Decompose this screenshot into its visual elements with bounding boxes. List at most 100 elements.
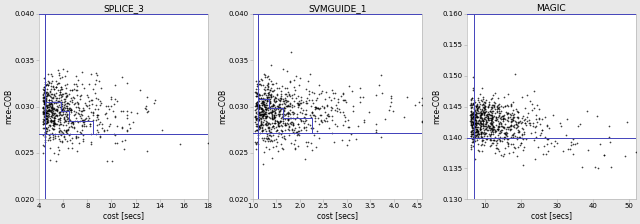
Point: [467, 123, 477, 127]
Point: [250, 111, 260, 115]
Point: [262, 123, 272, 127]
Point: [465, 103, 476, 107]
Point: [487, 122, 497, 126]
Point: [513, 120, 524, 124]
Point: [251, 91, 261, 95]
Point: [478, 120, 488, 123]
Point: [470, 136, 480, 139]
Point: [300, 141, 310, 144]
Point: [474, 132, 484, 135]
Point: [483, 133, 493, 136]
Point: [40, 109, 50, 112]
Point: [49, 133, 59, 136]
Point: [44, 123, 54, 126]
Point: [41, 117, 51, 121]
Point: [52, 99, 63, 103]
Point: [254, 106, 264, 110]
Point: [273, 114, 284, 118]
Point: [558, 149, 568, 153]
Point: [537, 118, 547, 121]
Point: [38, 109, 48, 113]
Point: [54, 137, 65, 141]
Point: [49, 132, 60, 136]
Point: [502, 103, 513, 107]
Point: [470, 118, 481, 121]
Point: [51, 114, 61, 118]
Point: [260, 106, 270, 109]
Point: [292, 132, 303, 136]
Point: [57, 104, 67, 107]
Point: [488, 129, 499, 132]
Point: [46, 101, 56, 105]
Point: [254, 116, 264, 119]
Point: [326, 114, 337, 118]
Point: [289, 104, 299, 108]
Point: [472, 115, 482, 118]
Point: [290, 127, 300, 130]
Point: [504, 126, 514, 129]
Point: [259, 97, 269, 101]
Point: [484, 112, 494, 116]
Point: [270, 111, 280, 114]
Point: [262, 95, 272, 99]
Point: [477, 149, 487, 152]
Point: [258, 112, 268, 116]
Point: [38, 112, 49, 116]
Point: [40, 127, 51, 130]
Point: [91, 132, 101, 136]
Point: [285, 80, 296, 84]
Point: [374, 83, 384, 87]
Point: [40, 114, 51, 117]
Point: [491, 118, 501, 122]
Point: [298, 119, 308, 123]
Point: [276, 129, 286, 132]
Point: [257, 106, 268, 110]
Point: [75, 97, 85, 101]
Point: [532, 145, 543, 149]
Point: [272, 92, 282, 96]
Point: [255, 97, 266, 100]
Point: [61, 101, 72, 105]
Point: [112, 142, 122, 145]
Point: [489, 126, 499, 129]
Point: [257, 114, 267, 117]
Point: [474, 136, 484, 140]
Point: [550, 140, 560, 143]
Point: [62, 139, 72, 143]
Point: [52, 101, 63, 104]
Point: [294, 103, 304, 107]
Point: [480, 106, 490, 109]
Point: [473, 132, 483, 136]
Point: [284, 133, 294, 136]
Point: [499, 152, 509, 156]
Point: [269, 113, 280, 117]
Point: [279, 112, 289, 116]
Point: [466, 134, 476, 138]
Point: [531, 117, 541, 121]
Point: [468, 120, 479, 123]
Point: [40, 121, 50, 124]
Point: [92, 71, 102, 75]
Point: [272, 119, 282, 123]
Point: [280, 122, 290, 126]
Point: [496, 131, 506, 134]
Point: [465, 120, 476, 124]
Point: [294, 102, 305, 105]
Point: [47, 109, 58, 112]
Point: [42, 121, 52, 124]
Point: [97, 126, 108, 130]
Point: [38, 102, 49, 106]
Point: [277, 115, 287, 119]
Point: [48, 113, 58, 116]
Point: [481, 119, 491, 123]
Point: [52, 108, 63, 112]
Point: [45, 109, 56, 112]
Point: [253, 104, 263, 107]
Point: [468, 88, 479, 92]
Point: [93, 123, 104, 126]
Point: [501, 127, 511, 131]
Point: [42, 91, 52, 95]
Point: [252, 148, 262, 151]
Point: [39, 110, 49, 114]
Point: [52, 110, 62, 113]
